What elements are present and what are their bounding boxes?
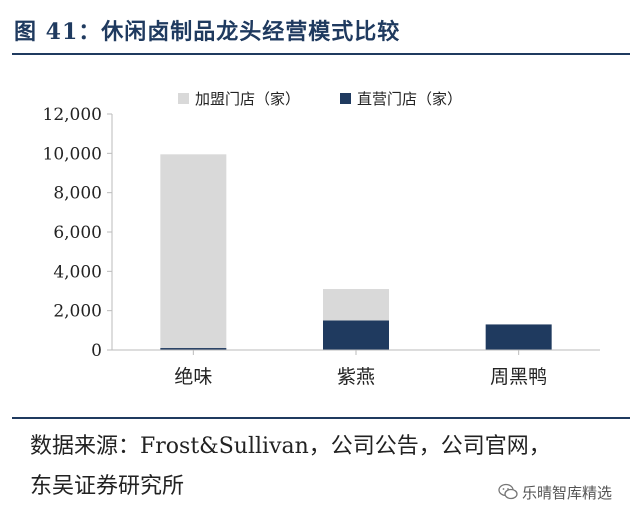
y-tick-label: 8,000 — [53, 184, 102, 204]
y-tick-label: 12,000 — [43, 105, 102, 125]
source-divider — [12, 417, 630, 419]
watermark: 乐晴智库精选 — [498, 480, 612, 504]
wechat-icon — [498, 483, 518, 501]
legend-swatch — [178, 93, 189, 104]
title-divider — [12, 53, 630, 55]
legend-label: 直营门店（家） — [357, 90, 462, 108]
legend-swatch — [340, 93, 351, 104]
x-axis: 绝味 紫燕 周黑鸭 — [112, 349, 600, 388]
bar-direct — [485, 324, 552, 350]
watermark-text: 乐晴智库精选 — [522, 483, 613, 502]
chart-legend: 加盟门店（家） 直营门店（家） — [178, 90, 462, 108]
y-tick-label: 0 — [91, 341, 102, 361]
x-tick-label: 紫燕 — [337, 366, 375, 388]
y-tick-label: 2,000 — [53, 302, 102, 322]
bars — [160, 154, 552, 350]
x-tick-label: 周黑鸭 — [490, 366, 547, 388]
stacked-bar-chart: 加盟门店（家） 直营门店（家） 0 2,000 4,000 6,000 8,000 10,0… — [43, 90, 600, 388]
y-tick-label: 4,000 — [53, 262, 102, 282]
y-axis: 0 2,000 4,000 6,000 8,000 10,000 12,000 — [43, 105, 113, 361]
y-tick-label: 10,000 — [43, 144, 102, 164]
bar-franchise — [323, 289, 389, 321]
y-tick-label: 6,000 — [53, 223, 102, 243]
bar-direct — [160, 348, 227, 350]
bar-franchise — [160, 154, 227, 349]
legend-label: 加盟门店（家） — [195, 90, 300, 108]
bar-direct — [323, 320, 389, 350]
figure-title: 图 41：休闲卤制品龙头经营模式比较 — [14, 19, 401, 45]
source-note: 数据来源：Frost&Sullivan，公司公告，公司官网，东吴证券研究所 — [30, 434, 551, 499]
x-tick-label: 绝味 — [174, 366, 212, 388]
